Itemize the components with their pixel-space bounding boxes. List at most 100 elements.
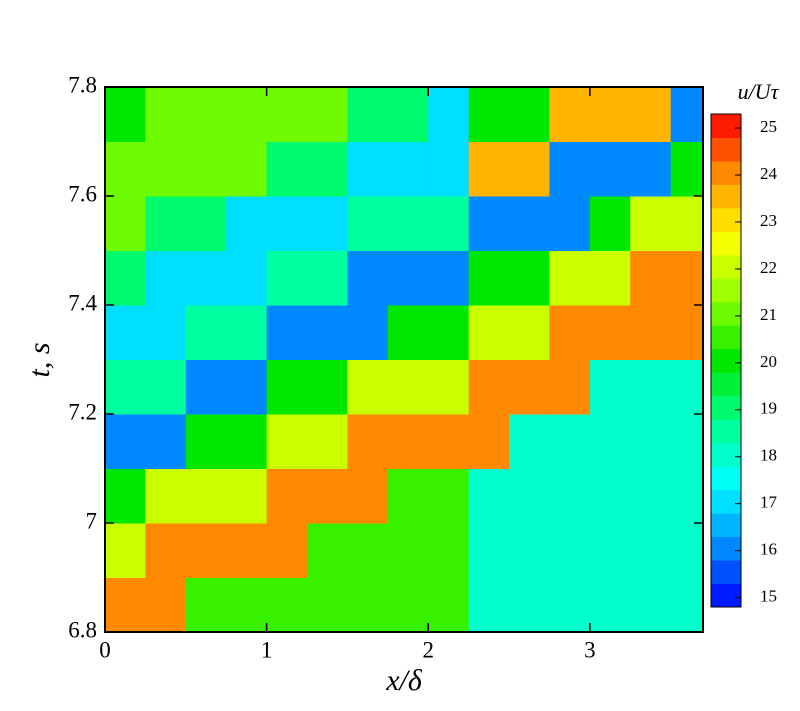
contour-cell xyxy=(549,196,591,251)
contour-cell xyxy=(468,523,510,578)
contour-cell xyxy=(630,87,672,142)
contour-cell xyxy=(468,414,510,469)
contour-field xyxy=(105,87,703,632)
contour-cell xyxy=(266,359,308,415)
contour-cell xyxy=(307,359,348,415)
contour-cell xyxy=(670,141,703,197)
contour-cell xyxy=(185,196,227,251)
contour-cell xyxy=(387,523,429,578)
contour-cell xyxy=(509,523,550,578)
contour-cell xyxy=(630,414,672,469)
y-tick-label: 7.4 xyxy=(68,290,97,315)
contour-cell xyxy=(468,305,510,360)
contour-cell xyxy=(630,359,672,415)
contour-cell xyxy=(266,250,308,306)
contour-cell xyxy=(226,523,268,578)
contour-cell xyxy=(549,523,591,578)
contour-cell xyxy=(630,577,672,632)
contour-cell xyxy=(549,305,591,360)
contour-cell xyxy=(589,196,631,251)
contour-cell xyxy=(589,359,631,415)
colorbar-band xyxy=(711,583,741,608)
contour-cell xyxy=(589,523,631,578)
contour-cell xyxy=(105,196,146,251)
contour-cell xyxy=(145,359,187,415)
x-tick-label: 0 xyxy=(99,637,111,662)
contour-cell xyxy=(145,468,187,524)
contour-cell xyxy=(428,468,470,524)
colorbar-band xyxy=(711,137,741,162)
contour-cell xyxy=(428,414,470,469)
contour-cell xyxy=(266,468,308,524)
y-tick-label: 7.8 xyxy=(68,72,97,97)
y-tick-label: 7.2 xyxy=(68,399,97,424)
contour-cell xyxy=(226,141,268,197)
contour-cell xyxy=(226,250,268,306)
contour-cell xyxy=(468,468,510,524)
contour-cell xyxy=(468,577,510,632)
colorbar-tick-label: 20 xyxy=(760,352,777,371)
contour-cell xyxy=(307,87,348,142)
contour-cell xyxy=(670,196,703,251)
contour-cell xyxy=(387,468,429,524)
contour-cell xyxy=(145,523,187,578)
contour-cell xyxy=(630,305,672,360)
contour-cell xyxy=(468,141,510,197)
contour-cell xyxy=(347,141,389,197)
contour-cell xyxy=(307,468,348,524)
contour-cell xyxy=(549,577,591,632)
contour-cell xyxy=(145,414,187,469)
contour-cell xyxy=(468,359,510,415)
colorbar-label: u/Uτ xyxy=(738,79,780,104)
colorbar-tick-label: 21 xyxy=(760,305,777,324)
contour-cell xyxy=(105,87,146,142)
contour-cell xyxy=(266,414,308,469)
contour-cell xyxy=(266,523,308,578)
x-tick-label: 1 xyxy=(261,637,273,662)
colorbar-band xyxy=(711,207,741,232)
colorbar-band xyxy=(711,184,741,209)
contour-cell xyxy=(266,196,308,251)
contour-cell xyxy=(468,196,510,251)
contour-cell xyxy=(185,87,227,142)
contour-cell xyxy=(509,141,550,197)
contour-cell xyxy=(307,414,348,469)
contour-cell xyxy=(105,577,146,632)
contour-cell xyxy=(428,250,470,306)
contour-cell xyxy=(307,523,348,578)
x-tick-label: 3 xyxy=(584,637,596,662)
contour-cell xyxy=(226,87,268,142)
contour-cell xyxy=(428,523,470,578)
contour-cell xyxy=(630,250,672,306)
contour-cell xyxy=(670,414,703,469)
contour-cell xyxy=(226,359,268,415)
contour-cell xyxy=(549,468,591,524)
colorbar-frame xyxy=(710,113,742,608)
contour-cell xyxy=(670,359,703,415)
colorbar-tick-label: 22 xyxy=(760,258,777,277)
contour-cell xyxy=(347,523,389,578)
contour-cell xyxy=(509,577,550,632)
contour-cell xyxy=(307,250,348,306)
contour-cell xyxy=(428,87,470,142)
contour-cell xyxy=(347,414,389,469)
colorbar-tick-label: 25 xyxy=(760,117,777,136)
contour-cell xyxy=(185,577,227,632)
y-tick-label: 7.6 xyxy=(68,181,97,206)
contour-cell xyxy=(670,87,703,142)
colorbar-band xyxy=(711,560,741,585)
contour-cell xyxy=(185,523,227,578)
contour-cell xyxy=(387,577,429,632)
x-axis-label: x/δ xyxy=(385,664,423,697)
contour-cell xyxy=(145,305,187,360)
contour-cell xyxy=(307,577,348,632)
contour-cell xyxy=(630,141,672,197)
contour-cell xyxy=(307,196,348,251)
contour-cell xyxy=(185,468,227,524)
contour-cell xyxy=(347,250,389,306)
colorbar-band xyxy=(711,536,741,561)
contour-cell xyxy=(670,523,703,578)
contour-cell xyxy=(670,577,703,632)
contour-cell xyxy=(185,141,227,197)
